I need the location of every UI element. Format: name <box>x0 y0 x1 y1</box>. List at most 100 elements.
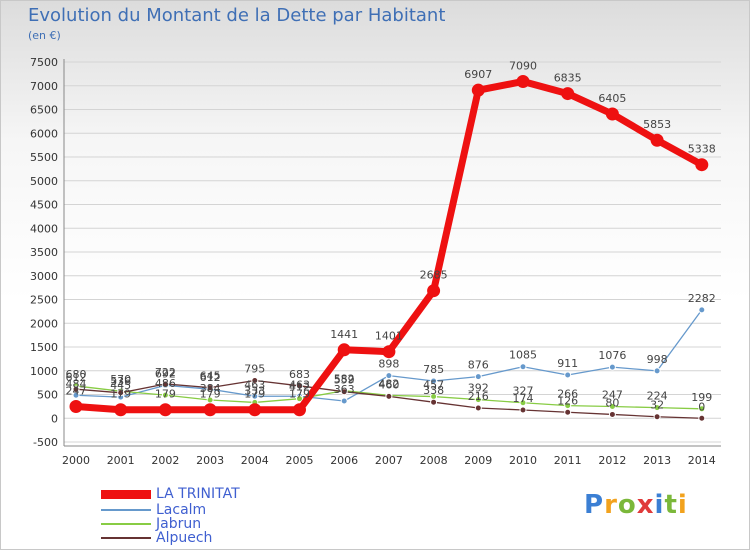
logo-letter: x <box>636 490 655 520</box>
data-label: 692 <box>155 367 176 380</box>
y-tick-label: 6000 <box>30 127 58 140</box>
data-point <box>206 384 214 392</box>
y-tick-label: 3500 <box>30 246 58 259</box>
data-point <box>608 403 616 411</box>
legend-item: LA TRINITAT <box>101 486 240 502</box>
data-label: 876 <box>468 359 489 372</box>
data-point <box>474 404 482 412</box>
legend-swatch <box>101 509 151 511</box>
x-tick-label: 2004 <box>241 454 269 467</box>
data-point <box>698 414 706 422</box>
x-tick-label: 2003 <box>196 454 224 467</box>
data-label: 1076 <box>598 349 626 362</box>
data-label: 6907 <box>464 68 492 81</box>
unit-label: (en €) <box>28 29 61 42</box>
data-point <box>385 372 393 380</box>
data-point <box>72 385 80 393</box>
x-tick-label: 2002 <box>151 454 179 467</box>
data-label: 795 <box>244 362 265 375</box>
data-label: 460 <box>378 378 399 391</box>
y-tick-label: 1500 <box>30 341 58 354</box>
legend-label: Lacalm <box>156 502 207 518</box>
data-label: 247 <box>602 389 623 402</box>
data-label: 457 <box>423 379 444 392</box>
data-label: 7090 <box>509 59 537 72</box>
data-label: 0 <box>698 400 705 413</box>
data-label: 612 <box>200 371 221 384</box>
data-point <box>161 380 169 388</box>
data-label: 199 <box>691 391 712 404</box>
data-label: 224 <box>647 390 668 403</box>
x-tick-label: 2008 <box>420 454 448 467</box>
x-tick-label: 2005 <box>286 454 314 467</box>
data-point <box>564 408 572 416</box>
y-tick-label: 7000 <box>30 80 58 93</box>
data-point <box>296 395 303 403</box>
data-point <box>427 284 441 298</box>
legend-swatch <box>101 489 151 499</box>
data-label: 683 <box>289 368 310 381</box>
data-label: 559 <box>334 374 355 387</box>
data-point <box>474 396 482 404</box>
data-point <box>608 363 616 371</box>
legend-item: Alpuech <box>101 530 213 546</box>
data-point <box>519 363 527 371</box>
y-tick-label: 4500 <box>30 199 58 212</box>
data-point <box>161 391 169 399</box>
data-label: 179 <box>289 388 310 401</box>
data-label: 2685 <box>420 269 448 282</box>
x-tick-label: 2011 <box>554 454 582 467</box>
legend-swatch <box>101 537 151 539</box>
data-label: 570 <box>110 373 131 386</box>
data-point <box>564 402 572 410</box>
data-label: 1441 <box>330 328 358 341</box>
data-point <box>653 413 661 421</box>
legend-label: LA TRINITAT <box>156 486 240 502</box>
logo-letter: P <box>584 490 605 520</box>
data-point <box>385 392 393 400</box>
x-tick-label: 2012 <box>598 454 626 467</box>
data-label: 1401 <box>375 330 403 343</box>
legend-item: Lacalm <box>101 502 207 518</box>
data-point <box>206 396 214 404</box>
legend-label: Alpuech <box>156 530 213 546</box>
data-label: 645 <box>200 370 221 383</box>
data-label: 680 <box>66 368 87 381</box>
x-tick-label: 2010 <box>509 454 537 467</box>
data-point <box>474 373 482 381</box>
logo-letter: r <box>604 490 618 520</box>
data-point <box>698 306 706 314</box>
data-point <box>203 403 217 417</box>
data-point <box>430 398 438 406</box>
data-point <box>695 158 709 172</box>
data-point <box>296 382 303 390</box>
x-tick-label: 2007 <box>375 454 403 467</box>
data-label: 463 <box>244 378 265 391</box>
data-label: 363 <box>334 383 355 396</box>
data-point <box>519 399 527 407</box>
data-point <box>516 74 530 88</box>
data-label: 216 <box>468 390 489 403</box>
data-label: 179 <box>110 388 131 401</box>
legend-item: Jabrun <box>101 516 201 532</box>
data-point <box>653 404 661 412</box>
data-label: 327 <box>513 385 534 398</box>
data-point <box>561 87 575 101</box>
data-point <box>430 377 438 385</box>
data-point <box>114 403 128 417</box>
y-tick-label: 3000 <box>30 270 58 283</box>
data-label: 2282 <box>688 292 716 305</box>
data-label: 179 <box>155 388 176 401</box>
x-tick-label: 2000 <box>62 454 90 467</box>
x-tick-label: 2013 <box>643 454 671 467</box>
y-tick-label: 6500 <box>30 104 58 117</box>
data-point <box>340 397 348 405</box>
data-label: 722 <box>155 366 176 379</box>
y-tick-label: 4000 <box>30 222 58 235</box>
data-label: 463 <box>289 378 310 391</box>
y-tick-label: 2000 <box>30 317 58 330</box>
logo-letter: i <box>654 490 665 520</box>
y-tick-label: 500 <box>37 389 58 402</box>
data-label: 6835 <box>554 72 582 85</box>
